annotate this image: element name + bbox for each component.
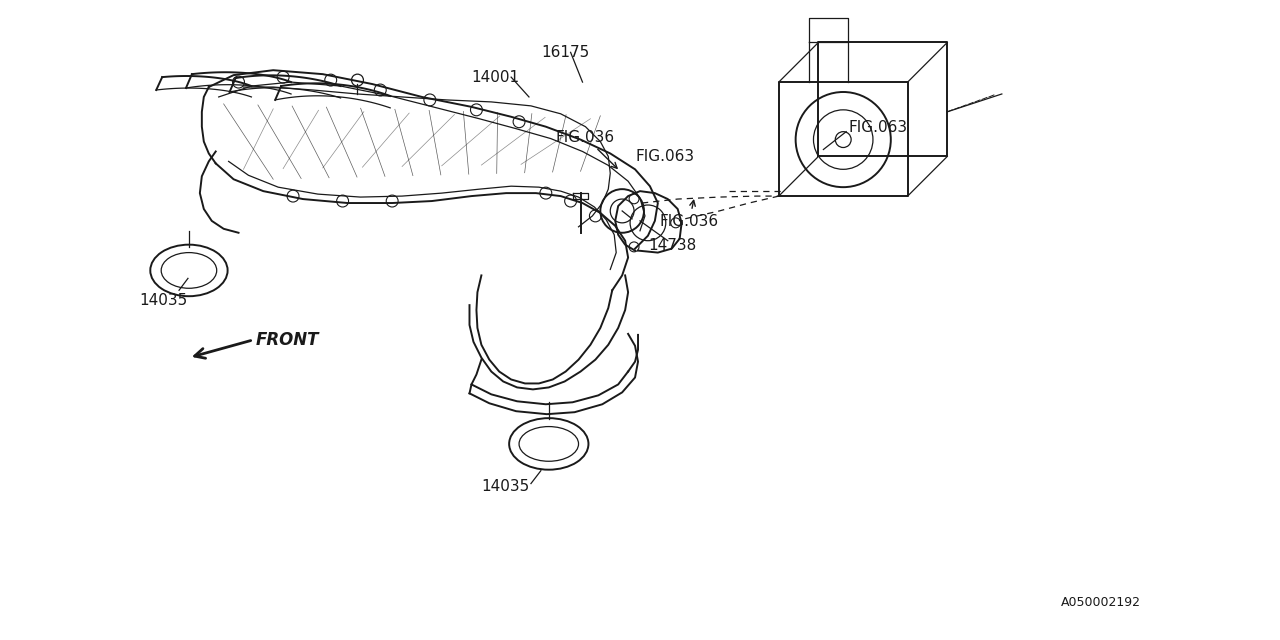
Text: 14738: 14738	[648, 238, 696, 253]
Text: A050002192: A050002192	[1061, 596, 1140, 609]
Text: FIG.063: FIG.063	[635, 149, 694, 164]
Text: 14001: 14001	[471, 70, 520, 84]
Text: 16175: 16175	[541, 45, 589, 60]
Text: 14035: 14035	[481, 479, 530, 494]
Text: FRONT: FRONT	[256, 331, 319, 349]
Text: FIG.036: FIG.036	[556, 129, 617, 168]
Text: 14035: 14035	[140, 292, 188, 308]
Text: FIG.063: FIG.063	[849, 120, 908, 134]
Text: FIG.036: FIG.036	[659, 200, 719, 229]
